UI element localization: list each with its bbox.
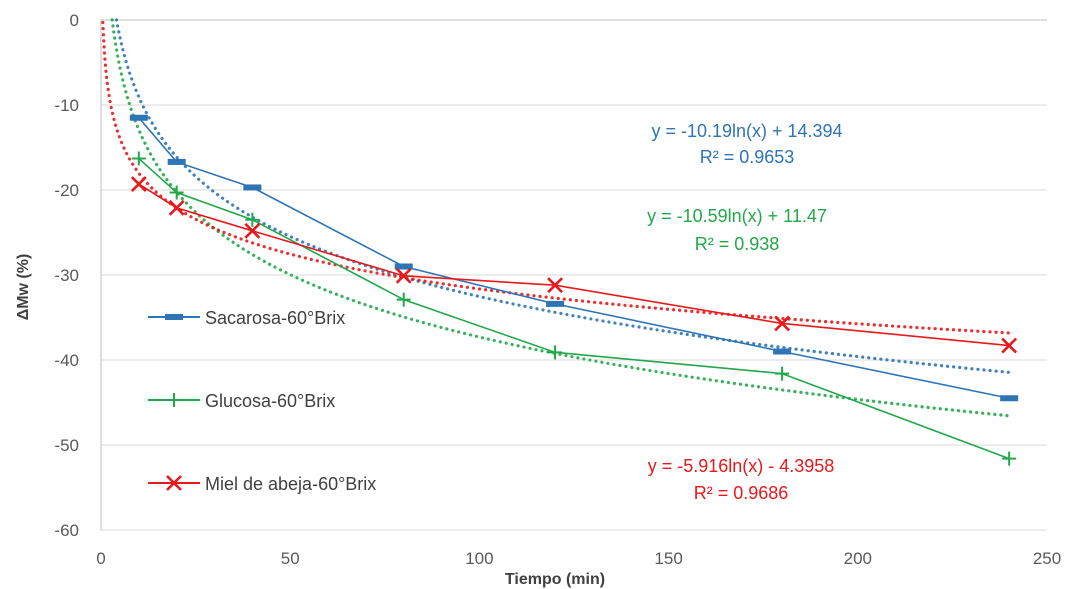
series-line-sacarosa [138, 117, 1010, 400]
data-point-miel [168, 199, 185, 216]
y-tick-label: -20 [54, 181, 79, 200]
legend: Sacarosa-60°Brix Glucosa-60°Brix Miel de… [148, 308, 376, 494]
legend-item-sacarosa: Sacarosa-60°Brix [148, 308, 345, 328]
data-point-sacarosa [243, 184, 262, 191]
data-point-glucosa [169, 185, 184, 200]
legend-marker-sacarosa [165, 314, 183, 320]
legend-label-miel: Miel de abeja-60°Brix [205, 474, 376, 494]
data-point-miel [395, 267, 412, 284]
y-tick-label: -40 [54, 351, 79, 370]
data-point-sacarosa [773, 348, 792, 355]
equation-glucosa: y = -10.59ln(x) + 11.47 [647, 206, 827, 226]
trendline-glucosa [110, 18, 1011, 418]
legend-marker-sacarosa [165, 314, 183, 320]
data-point-miel [1001, 337, 1018, 354]
x-tick-labels: 0 50 100 150 200 250 [96, 549, 1061, 568]
y-tick-label: -10 [54, 96, 79, 115]
legend-marker-miel [166, 475, 182, 491]
data-point-sacarosa [129, 114, 148, 121]
trendline-equations: y = -10.19ln(x) + 14.394 R² = 0.9653 y =… [647, 121, 842, 503]
data-point-sacarosa [1000, 395, 1019, 402]
legend-item-miel: Miel de abeja-60°Brix [148, 474, 376, 494]
x-tick-label: 200 [844, 549, 872, 568]
data-point-sacarosa [546, 300, 565, 307]
y-tick-label: -60 [54, 521, 79, 540]
data-point-glucosa [1002, 451, 1017, 466]
trendline-sacarosa [114, 18, 1011, 374]
y-tick-label: 0 [70, 11, 79, 30]
data-point-glucosa [775, 366, 790, 381]
x-tick-label: 100 [465, 549, 493, 568]
r2-miel: R² = 0.9686 [694, 483, 789, 503]
legend-marker-glucosa [167, 393, 181, 407]
trendlines [101, 18, 1011, 418]
data-point-miel [547, 277, 563, 294]
x-tick-label: 250 [1033, 549, 1061, 568]
legend-marker-miel [166, 475, 182, 491]
x-tick-label: 50 [281, 549, 300, 568]
trendline-miel [101, 20, 1011, 335]
data-point-glucosa [548, 345, 563, 360]
x-tick-label: 150 [654, 549, 682, 568]
r2-sacarosa: R² = 0.9653 [700, 147, 795, 167]
data-point-miel [130, 176, 147, 192]
data-point-sacarosa [167, 158, 186, 165]
data-point-glucosa [131, 151, 146, 166]
x-axis-title: Tiempo (min) [505, 571, 605, 588]
legend-item-glucosa: Glucosa-60°Brix [148, 391, 335, 411]
legend-label-glucosa: Glucosa-60°Brix [205, 391, 335, 411]
y-tick-label: -50 [54, 436, 79, 455]
y-tick-labels: 0 -10 -20 -30 -40 -50 -60 [54, 11, 79, 540]
data-point-glucosa [245, 212, 260, 227]
legend-label-sacarosa: Sacarosa-60°Brix [205, 308, 345, 328]
data-point-glucosa [396, 292, 411, 307]
series-markers [129, 114, 1019, 466]
data-point-sacarosa [394, 263, 413, 270]
equation-sacarosa: y = -10.19ln(x) + 14.394 [651, 121, 842, 141]
legend-marker-glucosa [167, 393, 181, 407]
y-axis-title: ΔMw (%) [15, 254, 32, 321]
r2-glucosa: R² = 0.938 [695, 234, 780, 254]
data-point-miel [244, 222, 261, 239]
equation-miel: y = -5.916ln(x) - 4.3958 [648, 456, 835, 476]
axes [100, 19, 1047, 530]
data-point-miel [774, 315, 791, 332]
y-tick-label: -30 [54, 266, 79, 285]
x-tick-label: 0 [96, 549, 105, 568]
